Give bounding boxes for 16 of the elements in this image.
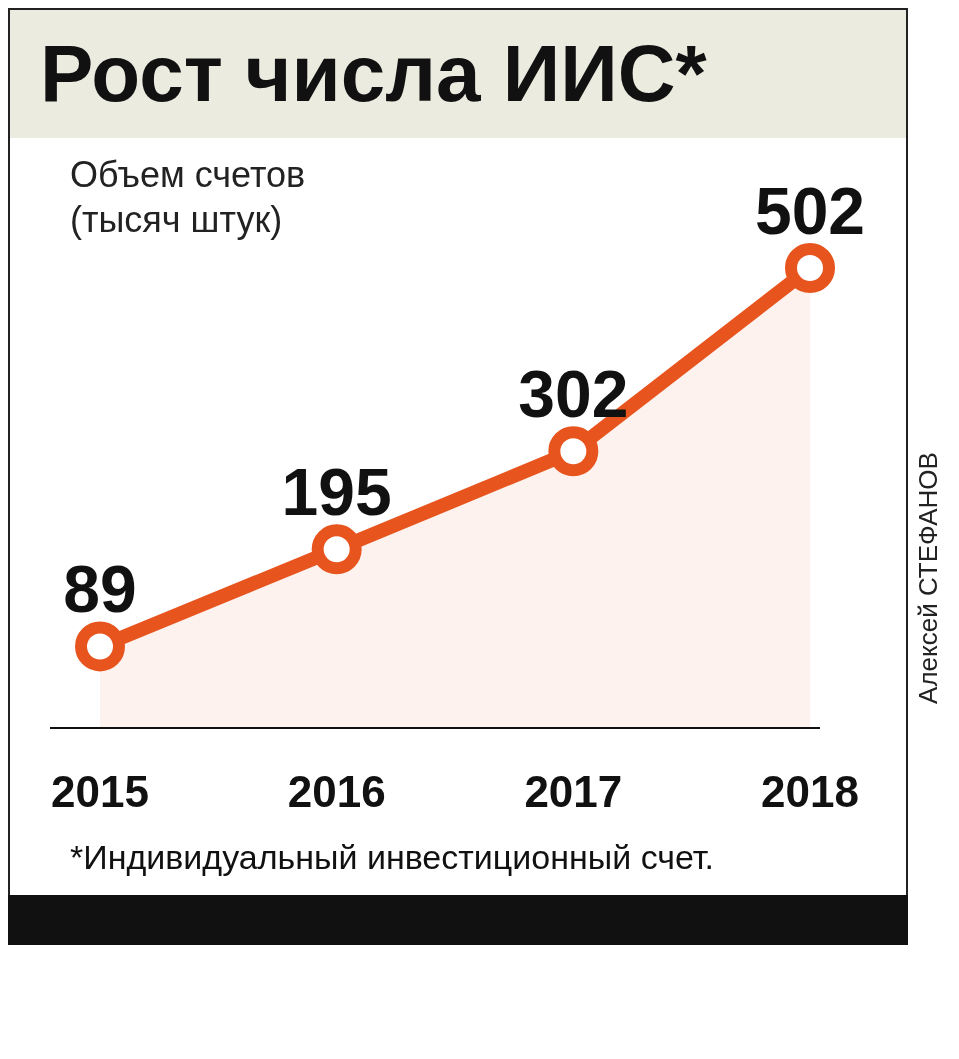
data-label: 195 bbox=[281, 455, 392, 530]
point bbox=[311, 524, 362, 575]
point bbox=[548, 426, 599, 477]
text: *Индивидуальный инвестиционный счет. bbox=[69, 838, 715, 878]
x-tick-label: 2016 bbox=[287, 767, 386, 817]
point bbox=[75, 621, 125, 672]
text: Алексей СТЕФАНОВ bbox=[912, 452, 944, 704]
data-label: 89 bbox=[63, 552, 137, 627]
x-tick-label: 2015 bbox=[51, 767, 149, 817]
chart-title: Рост числа ИИС* bbox=[10, 10, 906, 138]
x-tick-label: 2017 bbox=[524, 767, 623, 817]
data-label: 502 bbox=[754, 174, 866, 248]
data-label: 302 bbox=[518, 357, 629, 432]
point bbox=[785, 243, 835, 293]
y-axis-title: Объем счетов (тысяч штук) bbox=[70, 153, 307, 242]
x-tick-label: 2018 bbox=[761, 767, 859, 817]
